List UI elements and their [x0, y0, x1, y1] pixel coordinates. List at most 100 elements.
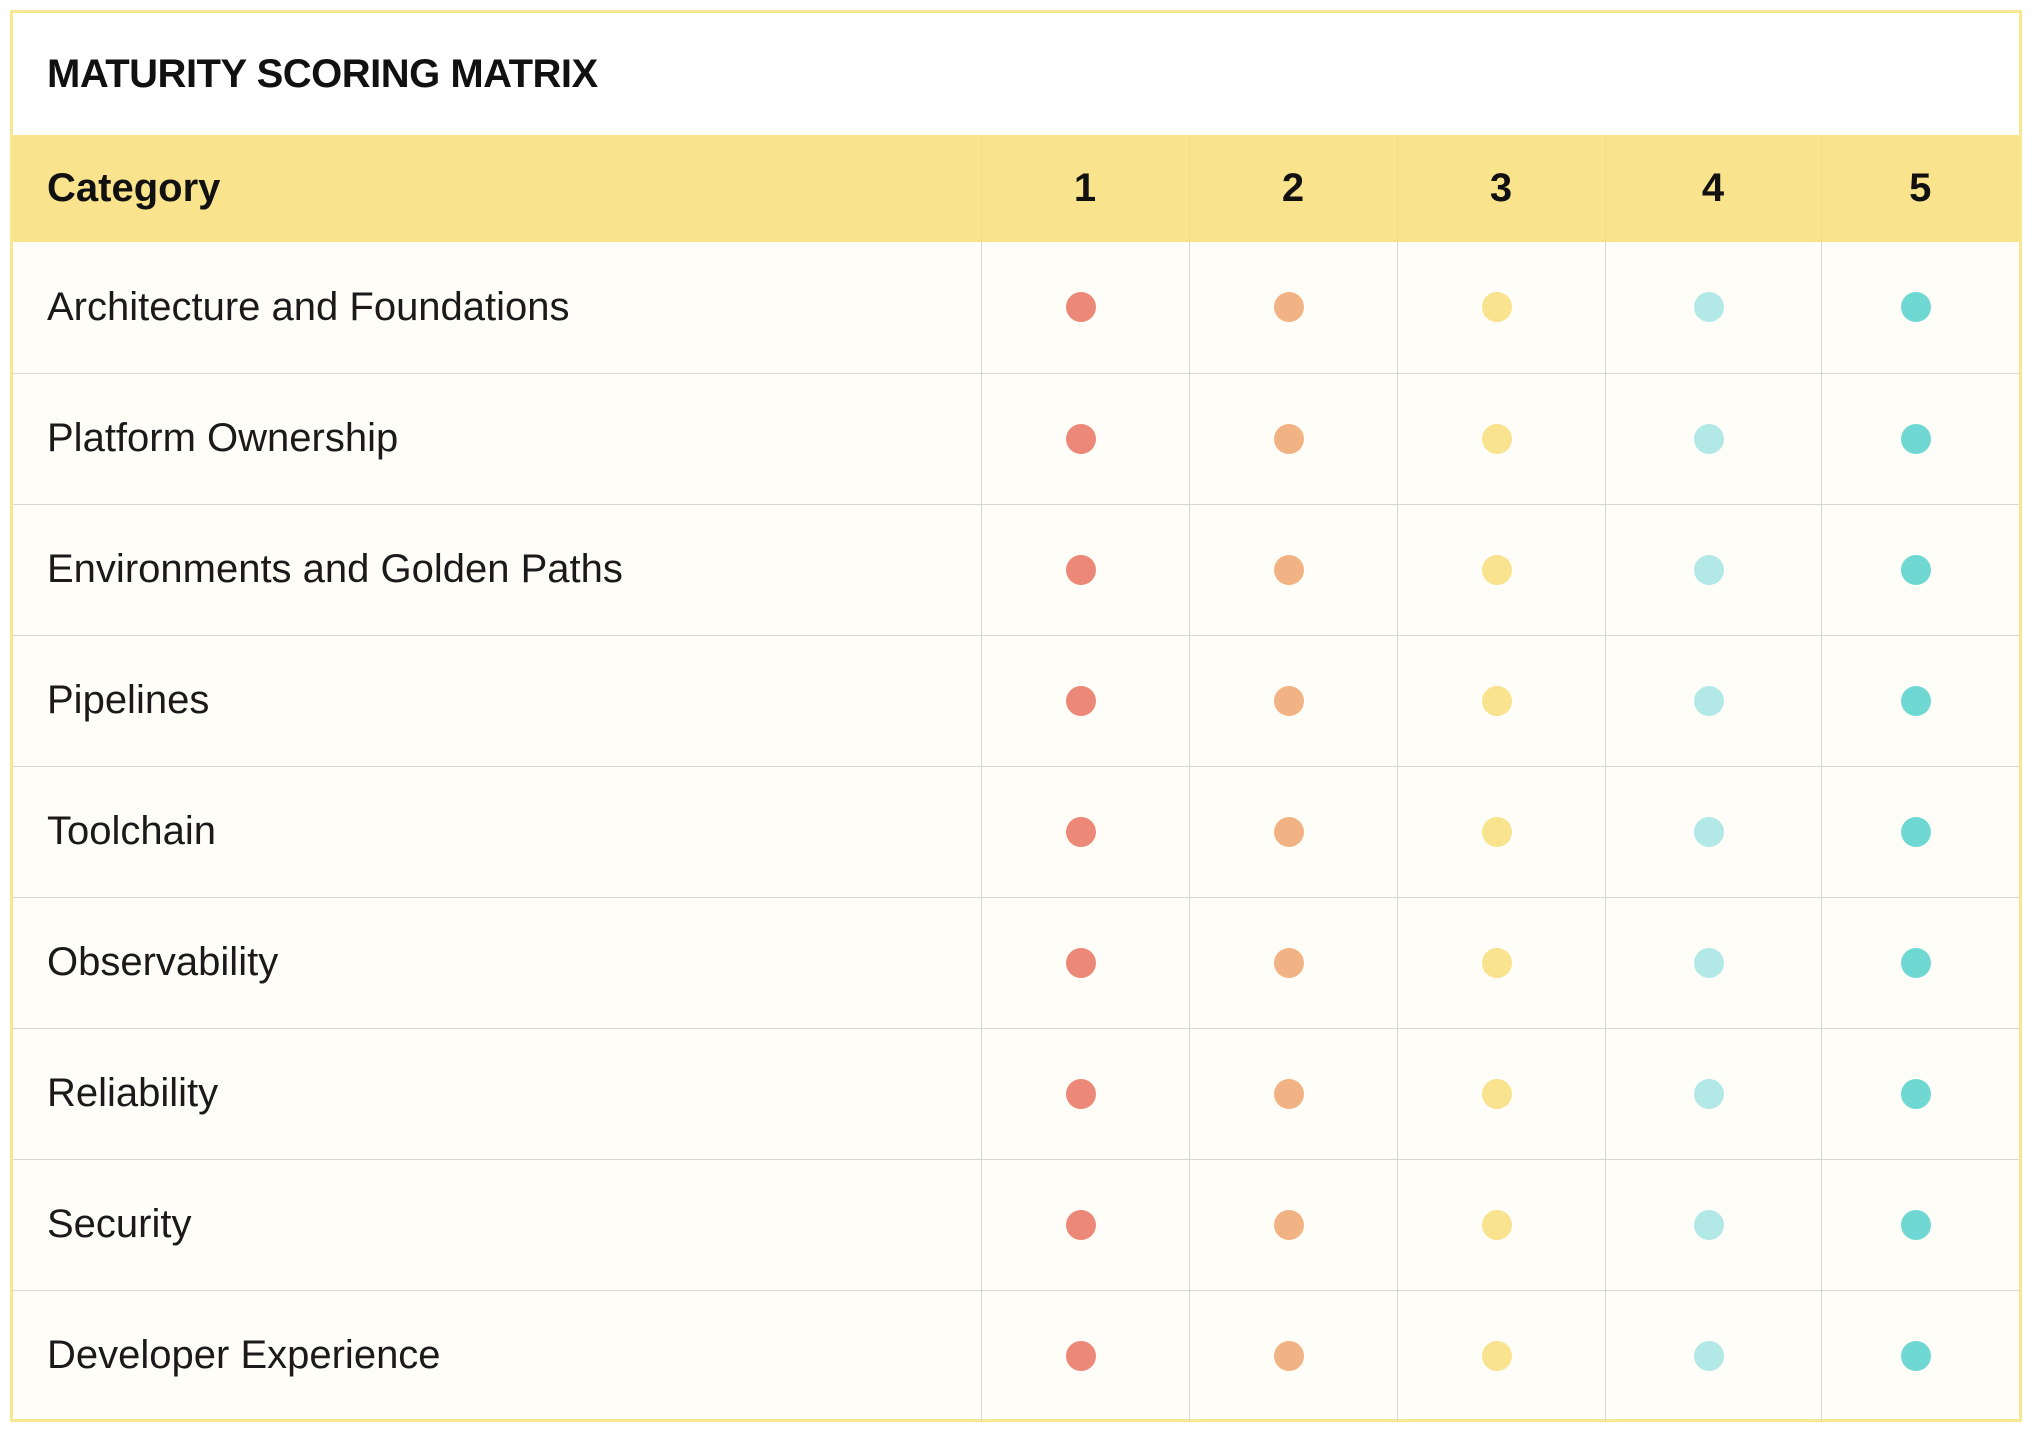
level-4-cell[interactable] — [1604, 1158, 1821, 1290]
level-1-cell[interactable] — [980, 896, 1189, 1028]
level-1-header: 1 — [980, 135, 1189, 242]
level-5-dot-icon[interactable] — [1901, 685, 1932, 716]
category-cell: Platform Ownership — [13, 372, 981, 504]
level-5-cell[interactable] — [1820, 503, 2019, 635]
level-3-cell[interactable] — [1396, 1158, 1605, 1290]
level-2-cell[interactable] — [1188, 765, 1397, 897]
level-1-cell[interactable] — [980, 1158, 1189, 1290]
level-5-cell[interactable] — [1820, 634, 2019, 766]
level-5-dot-icon[interactable] — [1901, 947, 1932, 978]
level-2-cell[interactable] — [1188, 634, 1397, 766]
level-5-dot-icon[interactable] — [1901, 1209, 1932, 1240]
level-5-dot-icon[interactable] — [1901, 292, 1932, 323]
level-4-cell[interactable] — [1604, 896, 1821, 1028]
level-3-cell[interactable] — [1396, 1027, 1605, 1159]
level-3-dot-icon[interactable] — [1482, 1209, 1512, 1240]
category-cell: Observability — [13, 896, 981, 1028]
level-2-dot-icon[interactable] — [1274, 685, 1304, 716]
level-5-cell[interactable] — [1820, 1289, 2019, 1421]
level-4-dot-icon[interactable] — [1694, 423, 1724, 454]
level-3-dot-icon[interactable] — [1482, 423, 1512, 454]
level-2-cell[interactable] — [1188, 896, 1397, 1028]
category-cell: Reliability — [13, 1027, 981, 1159]
level-2-dot-icon[interactable] — [1274, 947, 1304, 978]
level-1-dot-icon[interactable] — [1066, 1078, 1096, 1109]
level-5-dot-icon[interactable] — [1901, 423, 1932, 454]
level-3-dot-icon[interactable] — [1482, 1078, 1512, 1109]
level-3-cell[interactable] — [1396, 503, 1605, 635]
level-1-dot-icon[interactable] — [1066, 1209, 1096, 1240]
level-4-dot-icon[interactable] — [1694, 685, 1724, 716]
level-4-cell[interactable] — [1604, 1289, 1821, 1421]
level-3-cell[interactable] — [1396, 896, 1605, 1028]
level-2-cell[interactable] — [1188, 372, 1397, 504]
level-1-cell[interactable] — [980, 1027, 1189, 1159]
level-4-cell[interactable] — [1604, 503, 1821, 635]
level-1-dot-icon[interactable] — [1066, 554, 1096, 585]
level-3-cell[interactable] — [1396, 372, 1605, 504]
table-body: Architecture and Foundations Platform Own… — [13, 242, 2019, 1421]
level-4-dot-icon[interactable] — [1694, 554, 1724, 585]
level-1-dot-icon[interactable] — [1066, 1340, 1096, 1371]
level-4-cell[interactable] — [1604, 242, 1821, 373]
level-5-dot-icon[interactable] — [1901, 1078, 1932, 1109]
level-5-cell[interactable] — [1820, 1027, 2019, 1159]
level-2-dot-icon[interactable] — [1274, 423, 1304, 454]
level-2-cell[interactable] — [1188, 1158, 1397, 1290]
level-2-dot-icon[interactable] — [1274, 816, 1304, 847]
level-4-cell[interactable] — [1604, 372, 1821, 504]
level-4-dot-icon[interactable] — [1694, 1078, 1724, 1109]
category-cell: Security — [13, 1158, 981, 1290]
level-5-dot-icon[interactable] — [1901, 554, 1932, 585]
level-1-cell[interactable] — [980, 765, 1189, 897]
level-4-cell[interactable] — [1604, 765, 1821, 897]
level-2-dot-icon[interactable] — [1274, 292, 1304, 323]
level-1-cell[interactable] — [980, 372, 1189, 504]
level-3-cell[interactable] — [1396, 242, 1605, 373]
level-3-cell[interactable] — [1396, 634, 1605, 766]
table-row: Pipelines — [13, 634, 2019, 766]
level-5-cell[interactable] — [1820, 242, 2019, 373]
level-3-dot-icon[interactable] — [1482, 816, 1512, 847]
level-4-dot-icon[interactable] — [1694, 816, 1724, 847]
level-4-dot-icon[interactable] — [1694, 1340, 1724, 1371]
level-5-cell[interactable] — [1820, 896, 2019, 1028]
level-1-cell[interactable] — [980, 242, 1189, 373]
level-1-dot-icon[interactable] — [1066, 816, 1096, 847]
level-2-dot-icon[interactable] — [1274, 1209, 1304, 1240]
level-1-dot-icon[interactable] — [1066, 685, 1096, 716]
level-4-dot-icon[interactable] — [1694, 947, 1724, 978]
level-2-dot-icon[interactable] — [1274, 554, 1304, 585]
level-4-dot-icon[interactable] — [1694, 292, 1724, 323]
level-1-dot-icon[interactable] — [1066, 292, 1096, 323]
level-1-cell[interactable] — [980, 634, 1189, 766]
level-5-cell[interactable] — [1820, 765, 2019, 897]
level-5-cell[interactable] — [1820, 1158, 2019, 1290]
level-2-cell[interactable] — [1188, 503, 1397, 635]
level-1-cell[interactable] — [980, 503, 1189, 635]
level-5-dot-icon[interactable] — [1901, 816, 1932, 847]
level-1-dot-icon[interactable] — [1066, 947, 1096, 978]
level-3-cell[interactable] — [1396, 1289, 1605, 1421]
level-3-dot-icon[interactable] — [1482, 292, 1512, 323]
level-5-cell[interactable] — [1820, 372, 2019, 504]
level-3-dot-icon[interactable] — [1482, 1340, 1512, 1371]
category-cell: Environments and Golden Paths — [13, 503, 981, 635]
level-2-dot-icon[interactable] — [1274, 1078, 1304, 1109]
level-2-dot-icon[interactable] — [1274, 1340, 1304, 1371]
level-3-dot-icon[interactable] — [1482, 947, 1512, 978]
table-row: Observability — [13, 896, 2019, 1028]
level-2-cell[interactable] — [1188, 1027, 1397, 1159]
level-3-dot-icon[interactable] — [1482, 554, 1512, 585]
level-1-cell[interactable] — [980, 1289, 1189, 1421]
level-4-cell[interactable] — [1604, 1027, 1821, 1159]
level-2-cell[interactable] — [1188, 242, 1397, 373]
level-4-cell[interactable] — [1604, 634, 1821, 766]
table-row: Architecture and Foundations — [13, 242, 2019, 373]
level-5-dot-icon[interactable] — [1901, 1340, 1932, 1371]
level-4-dot-icon[interactable] — [1694, 1209, 1724, 1240]
level-1-dot-icon[interactable] — [1066, 423, 1096, 454]
level-3-dot-icon[interactable] — [1482, 685, 1512, 716]
level-2-cell[interactable] — [1188, 1289, 1397, 1421]
level-3-cell[interactable] — [1396, 765, 1605, 897]
